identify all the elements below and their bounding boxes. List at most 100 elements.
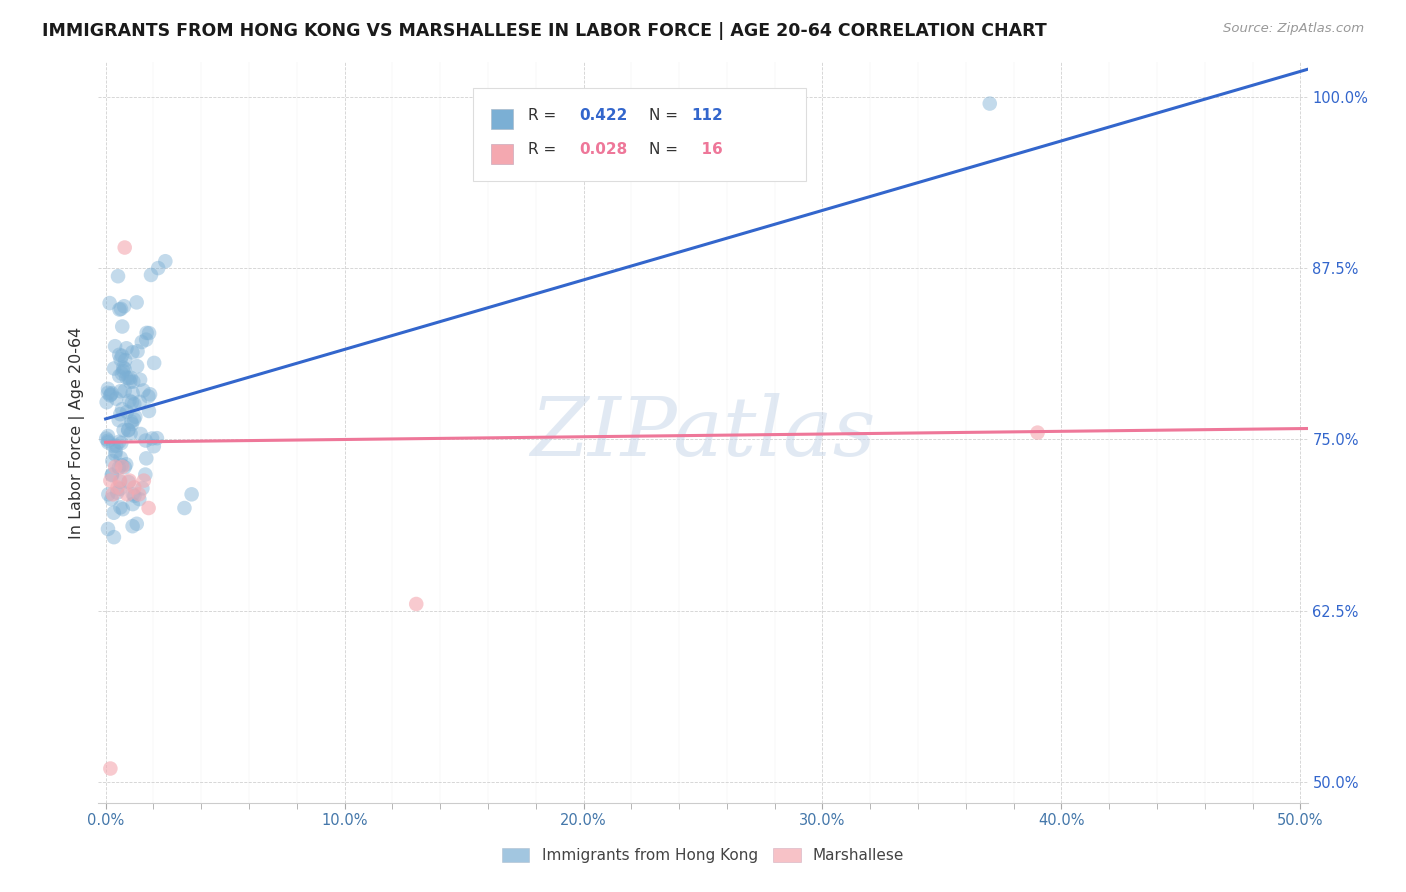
Point <box>111 402 134 417</box>
Point <box>112 423 135 437</box>
Point <box>104 459 127 474</box>
Point <box>115 487 138 501</box>
Point <box>97 434 120 448</box>
Text: IMMIGRANTS FROM HONG KONG VS MARSHALLESE IN LABOR FORCE | AGE 20-64 CORRELATION : IMMIGRANTS FROM HONG KONG VS MARSHALLESE… <box>42 22 1047 40</box>
Point <box>114 353 136 368</box>
Point <box>134 467 156 482</box>
Point <box>112 299 135 313</box>
Point <box>110 301 132 316</box>
Point <box>121 519 143 533</box>
Point <box>146 261 169 276</box>
Point <box>117 423 139 437</box>
Point <box>108 434 131 449</box>
Point <box>117 423 139 437</box>
Point <box>115 405 138 419</box>
Point <box>405 597 427 611</box>
Point <box>98 388 121 402</box>
Point <box>117 475 139 489</box>
Point <box>121 345 143 359</box>
Point <box>105 392 128 406</box>
Point <box>143 356 166 370</box>
Point <box>103 506 125 520</box>
Point <box>125 516 148 531</box>
Point <box>107 480 129 494</box>
Point <box>108 475 131 489</box>
Text: N =: N = <box>648 108 678 123</box>
Point <box>115 341 138 355</box>
Y-axis label: In Labor Force | Age 20-64: In Labor Force | Age 20-64 <box>69 326 86 539</box>
Point <box>180 487 202 501</box>
Text: 112: 112 <box>690 108 723 123</box>
Point <box>107 413 129 427</box>
Point <box>108 302 131 317</box>
Point <box>135 451 157 466</box>
FancyBboxPatch shape <box>492 109 513 129</box>
Point <box>128 492 150 507</box>
Point <box>124 489 146 503</box>
Point <box>139 268 162 282</box>
Point <box>138 404 160 418</box>
Point <box>1026 425 1049 440</box>
Point <box>111 349 134 363</box>
Point <box>112 360 135 375</box>
Point <box>112 364 135 378</box>
Point <box>127 359 149 374</box>
Point <box>97 385 120 400</box>
Point <box>97 435 120 450</box>
Point <box>108 348 131 362</box>
Point <box>142 439 165 453</box>
Point <box>114 460 136 475</box>
Point <box>101 468 124 483</box>
Point <box>124 397 146 411</box>
Point <box>173 501 195 516</box>
Point <box>110 500 132 515</box>
Point <box>121 395 143 409</box>
Point <box>104 444 127 458</box>
Point <box>120 375 142 389</box>
Point <box>122 412 145 426</box>
FancyBboxPatch shape <box>474 88 806 181</box>
Text: R =: R = <box>527 108 561 123</box>
Point <box>120 426 142 441</box>
Point <box>108 474 131 488</box>
FancyBboxPatch shape <box>492 144 513 164</box>
Point <box>96 432 118 446</box>
Point <box>138 389 160 403</box>
Text: 0.028: 0.028 <box>579 142 628 157</box>
Point <box>121 497 143 511</box>
Text: 0.422: 0.422 <box>579 108 628 123</box>
Point <box>125 295 148 310</box>
Point <box>103 361 125 376</box>
Point <box>101 467 124 482</box>
Point <box>138 501 160 516</box>
Point <box>111 459 134 474</box>
Point <box>120 415 142 429</box>
Legend: Immigrants from Hong Kong, Marshallese: Immigrants from Hong Kong, Marshallese <box>496 841 910 869</box>
Point <box>114 384 136 398</box>
Point <box>138 326 160 340</box>
Point <box>124 409 146 424</box>
Point <box>121 487 143 501</box>
Point <box>103 530 125 544</box>
Point <box>122 375 145 389</box>
Point <box>98 762 121 776</box>
Point <box>118 474 141 488</box>
Point <box>105 439 128 453</box>
Point <box>101 454 124 468</box>
Point <box>110 450 132 465</box>
Point <box>98 474 121 488</box>
Point <box>105 485 128 500</box>
Point <box>107 269 129 284</box>
Point <box>128 395 150 409</box>
Point <box>131 334 153 349</box>
Point <box>108 369 131 384</box>
Point <box>103 439 125 453</box>
Point <box>101 487 124 501</box>
Point <box>117 371 139 385</box>
Point <box>128 487 150 501</box>
Point <box>108 482 131 496</box>
Point <box>155 254 177 268</box>
Point <box>110 384 132 399</box>
Point <box>129 427 152 442</box>
Text: R =: R = <box>527 142 561 157</box>
